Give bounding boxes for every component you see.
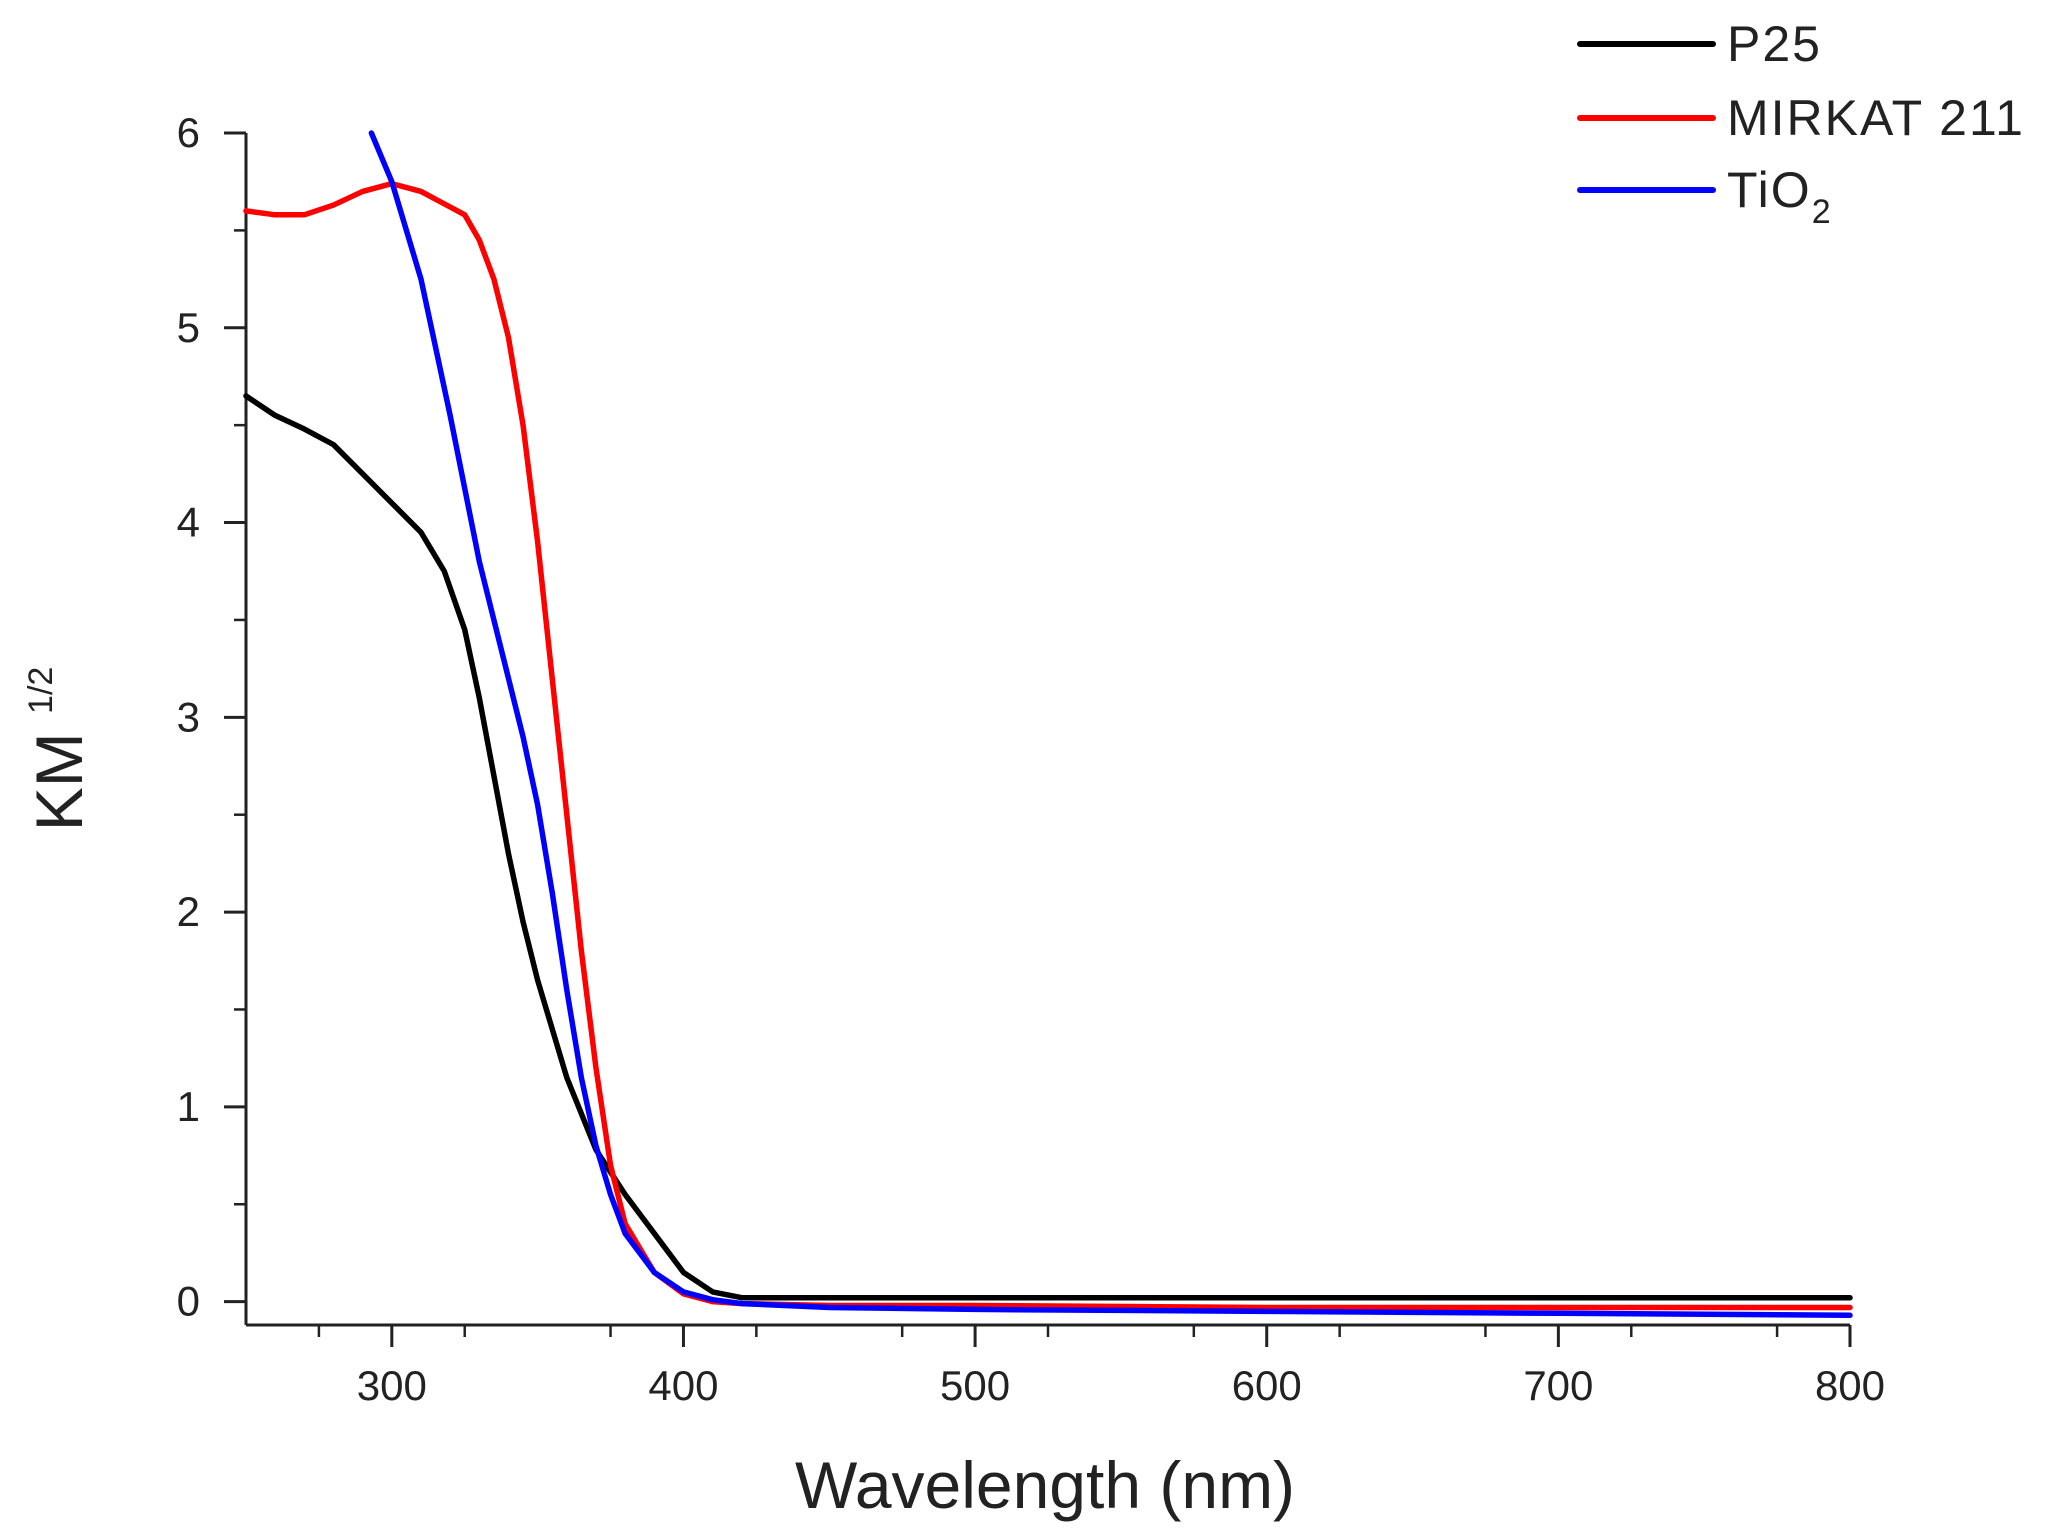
x-tick-label: 400 [648, 1362, 718, 1409]
legend-label-subscript-2: 2 [1812, 193, 1833, 231]
y-tick-label: 5 [177, 304, 200, 351]
series-line-0 [243, 393, 1853, 1301]
x-axis-title: Wavelength (nm) [795, 1448, 1295, 1522]
y-tick-label: 3 [177, 693, 200, 740]
legend-label-1: MIRKAT 211 [1727, 90, 2025, 146]
x-tick-label: 800 [1815, 1362, 1885, 1409]
series-line-2 [368, 130, 1853, 1319]
y-tick-label: 4 [177, 499, 200, 546]
x-tick-label: 600 [1232, 1362, 1302, 1409]
y-tick-label: 1 [177, 1083, 200, 1130]
y-axis-title: KM 1/2 [22, 667, 96, 832]
axes [224, 131, 1852, 1347]
y-axis-title-base: KM [22, 732, 96, 831]
legend: P25 MIRKAT 211 TiO2 [1577, 16, 2025, 231]
y-axis-title-superscript: 1/2 [22, 667, 60, 714]
plot-series [243, 130, 1853, 1319]
y-tick-label: 6 [177, 109, 200, 156]
y-tick-label: 2 [177, 888, 200, 935]
x-tick-label: 300 [357, 1362, 427, 1409]
legend-label-base-1: MIRKAT 211 [1727, 90, 2025, 146]
y-tick-label: 0 [177, 1278, 200, 1325]
x-tick-label: 500 [940, 1362, 1010, 1409]
legend-label-0: P25 [1727, 16, 1822, 72]
x-tick-label: 700 [1523, 1362, 1593, 1409]
tick-labels: 300 400 500 600 700 800 0 1 2 3 4 5 6 [177, 109, 1885, 1409]
legend-label-base-0: P25 [1727, 16, 1822, 72]
legend-label-2: TiO2 [1727, 162, 1833, 231]
legend-label-base-2: TiO [1727, 162, 1812, 218]
